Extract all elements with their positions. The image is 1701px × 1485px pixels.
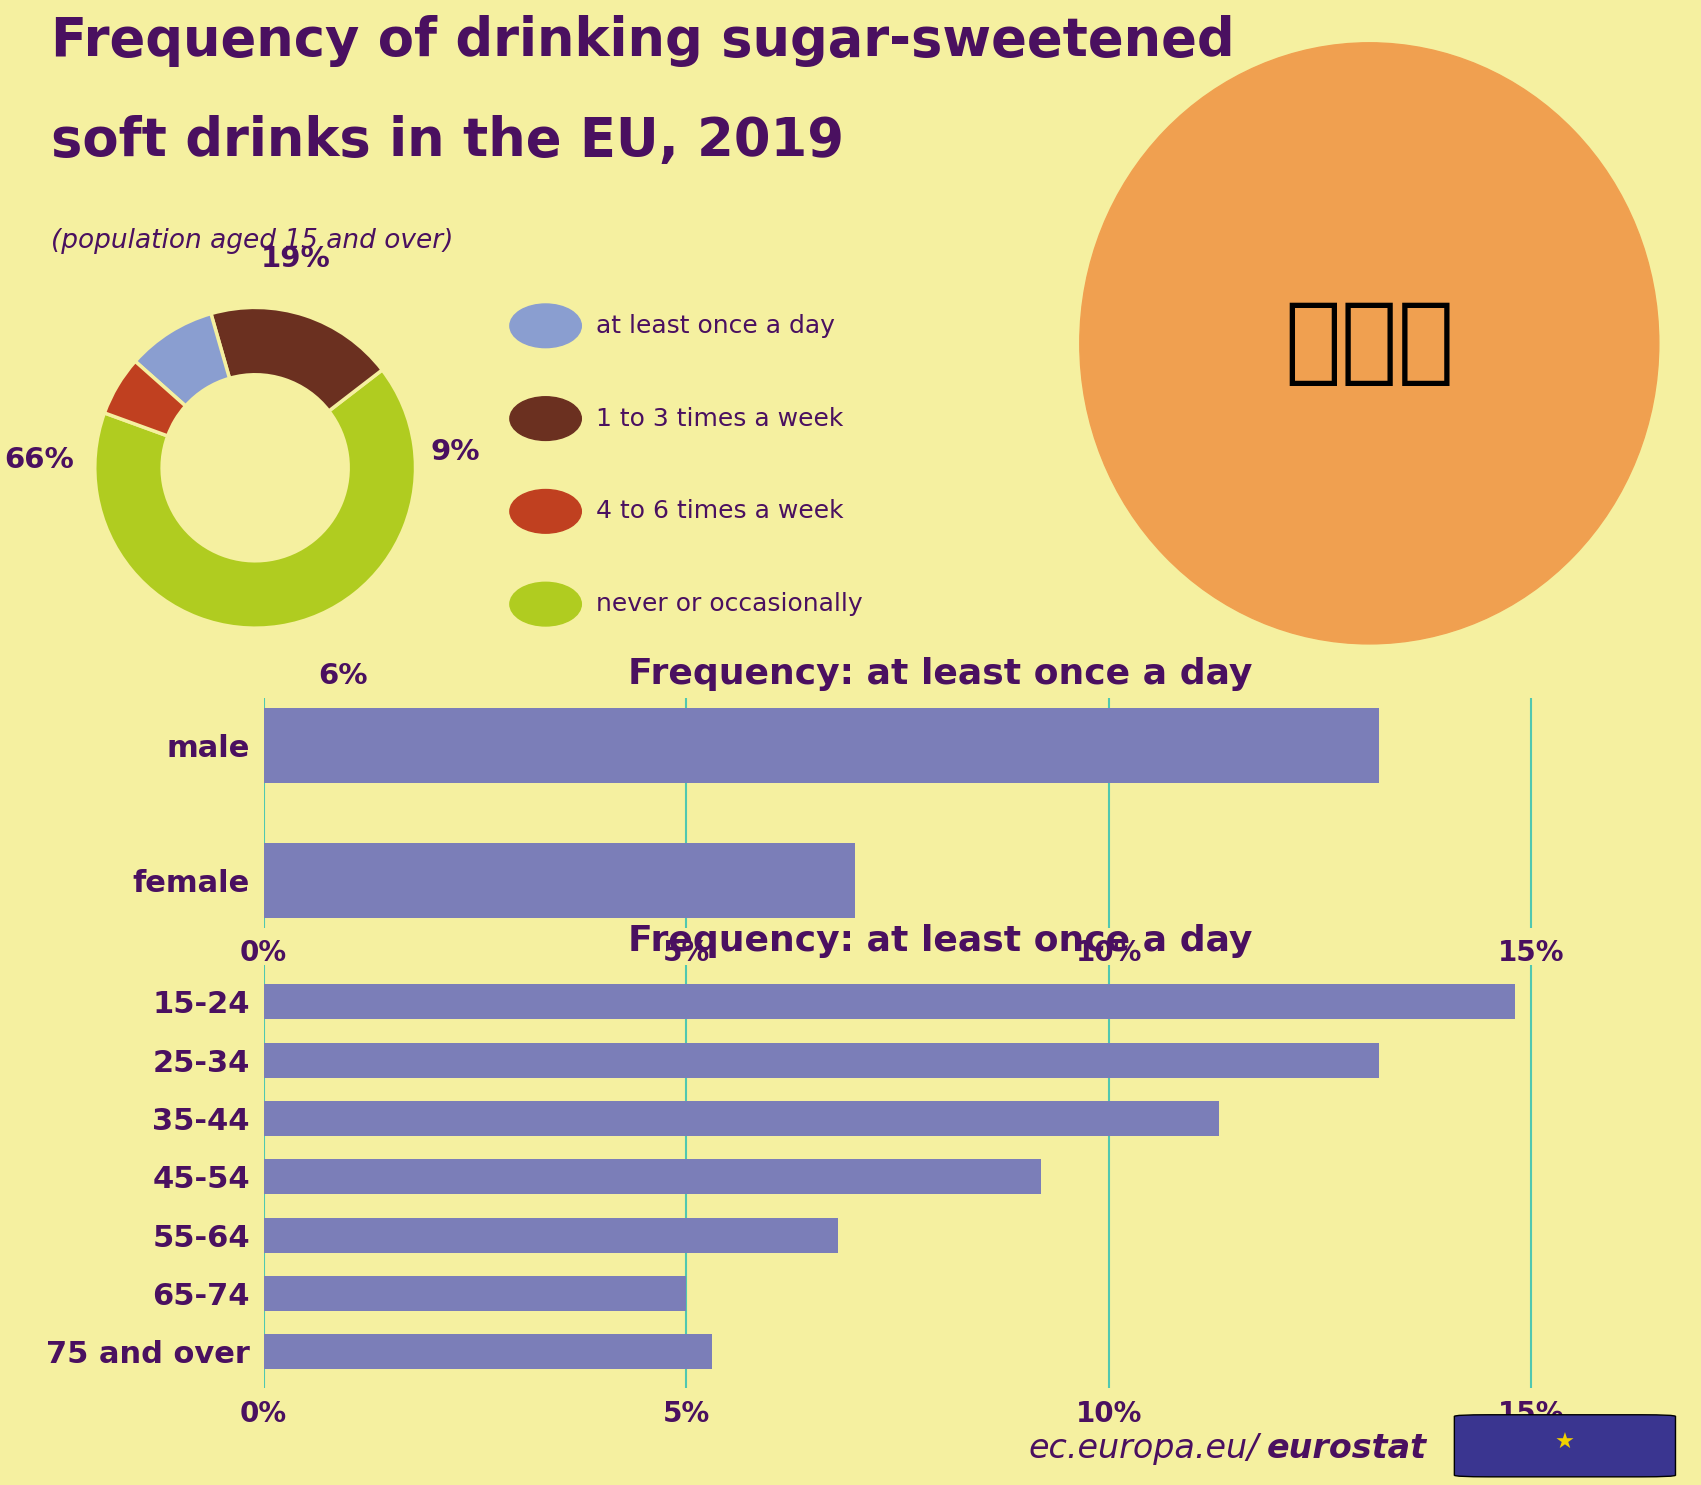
Bar [264,708,1380,783]
Circle shape [1080,43,1658,644]
Circle shape [510,582,582,627]
Text: (population aged 15 and over): (population aged 15 and over) [51,229,454,254]
Bar [264,1276,686,1311]
Text: 🧃🥤🍹: 🧃🥤🍹 [1284,297,1454,389]
Title: Frequency: at least once a day: Frequency: at least once a day [628,656,1252,691]
Title: Frequency: at least once a day: Frequency: at least once a day [628,924,1252,958]
Text: 1 to 3 times a week: 1 to 3 times a week [597,407,844,431]
Text: 19%: 19% [260,245,330,273]
Bar [264,1160,1041,1194]
Text: eurostat: eurostat [1267,1432,1427,1464]
Text: at least once a day: at least once a day [597,313,835,337]
Bar [264,843,856,918]
Bar [264,1042,1380,1078]
Text: ★: ★ [1555,1433,1575,1452]
Bar [264,1100,1218,1136]
Text: 66%: 66% [3,446,73,474]
Bar [264,1334,711,1369]
Wedge shape [134,313,230,405]
Bar [264,985,1514,1020]
Text: soft drinks in the EU, 2019: soft drinks in the EU, 2019 [51,116,844,168]
FancyBboxPatch shape [1454,1415,1675,1476]
Text: Frequency of drinking sugar-sweetened: Frequency of drinking sugar-sweetened [51,15,1235,67]
Circle shape [510,304,582,347]
Wedge shape [104,361,185,437]
Text: never or occasionally: never or occasionally [597,593,862,616]
Text: 9%: 9% [430,438,480,466]
Wedge shape [211,307,383,411]
Circle shape [510,396,582,441]
Text: 6%: 6% [318,662,367,691]
Bar [264,1218,839,1253]
Text: 4 to 6 times a week: 4 to 6 times a week [597,499,844,523]
Text: ec.europa.eu/: ec.europa.eu/ [1029,1432,1259,1464]
Wedge shape [95,370,415,628]
Circle shape [510,490,582,533]
